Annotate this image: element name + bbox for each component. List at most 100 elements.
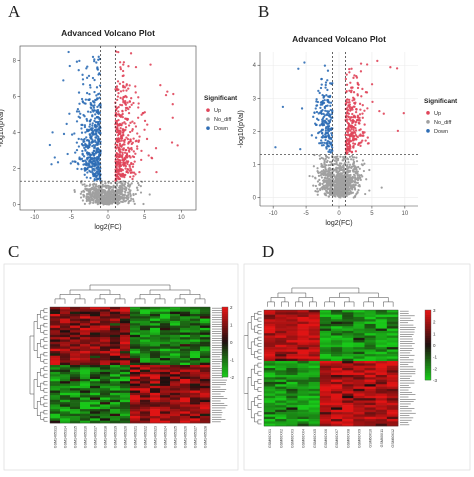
heatmap-cell	[353, 319, 365, 322]
point-no-diff	[96, 203, 99, 206]
point-up	[354, 123, 357, 127]
heatmap-cell	[353, 409, 365, 413]
point-down	[74, 151, 77, 154]
heatmap-cell	[286, 323, 298, 327]
heatmap-cell	[353, 347, 365, 350]
heatmap-cell	[70, 420, 81, 424]
heatmap-cell	[331, 358, 343, 362]
heatmap-cell	[308, 388, 321, 392]
heatmap-cell	[60, 353, 71, 357]
heatmap-cell	[308, 384, 321, 387]
heatmap-cell	[353, 368, 365, 371]
heatmap-cell	[264, 337, 276, 341]
point-no-diff	[325, 189, 328, 192]
point-no-diff	[109, 181, 113, 185]
point-down	[91, 163, 94, 166]
heatmap-cell	[342, 365, 354, 369]
heatmap-cell	[140, 367, 151, 370]
point-up	[137, 96, 140, 99]
heatmap-cell	[170, 399, 181, 403]
heatmap-cell	[275, 365, 287, 369]
point-no-diff	[343, 162, 346, 165]
heatmap-cell	[110, 351, 121, 354]
point-down	[91, 173, 95, 176]
heatmap-cell	[170, 316, 181, 319]
heatmap-cell	[364, 328, 376, 332]
color-key-label: 0	[230, 340, 233, 345]
heatmap-cell	[100, 371, 111, 375]
heatmap-cell	[297, 361, 309, 364]
point-down	[326, 142, 329, 146]
point-up	[124, 94, 127, 98]
heatmap-cell	[264, 419, 276, 422]
heatmap-cell	[364, 312, 376, 315]
point-down	[91, 76, 95, 80]
point-no-diff	[103, 189, 106, 192]
point-no-diff	[348, 165, 351, 169]
heatmap-cell	[353, 323, 365, 327]
heatmap-cell	[170, 307, 181, 310]
heatmap-cell	[90, 337, 101, 340]
point-down	[319, 111, 323, 115]
point-no-diff	[321, 173, 324, 176]
point-no-diff	[90, 186, 94, 189]
heatmap-cell	[353, 326, 365, 329]
heatmap-cell	[308, 342, 321, 346]
heatmap-cell	[353, 398, 365, 401]
color-key-segment	[425, 317, 431, 320]
heatmap-cell	[342, 335, 354, 339]
heatmap-cell	[50, 385, 61, 389]
heatmap-cell	[190, 313, 201, 317]
chart-title: Advanced Volcano Plot	[292, 34, 386, 44]
point-up	[146, 123, 149, 126]
point-down	[77, 137, 80, 141]
heatmap-cell	[150, 409, 161, 412]
point-down	[88, 83, 92, 87]
y-axis-label: -log10(pVal)	[0, 109, 5, 147]
point-no-diff	[120, 182, 123, 185]
heatmap-cell	[264, 330, 276, 334]
point-no-diff	[339, 178, 342, 182]
heatmap-cell	[264, 365, 276, 369]
color-key-segment	[222, 365, 228, 368]
heatmap-cell	[150, 402, 161, 405]
heatmap-cell	[140, 339, 151, 343]
heatmap-cell	[190, 385, 201, 389]
heatmap-cell	[120, 327, 131, 331]
heatmap-cell	[180, 337, 191, 340]
heatmap-cell	[180, 365, 191, 368]
heatmap-cell	[160, 358, 171, 361]
heatmap-cell	[100, 406, 111, 410]
heatmap-cell	[308, 372, 321, 376]
point-no-diff	[340, 186, 344, 189]
point-no-diff	[380, 186, 383, 189]
point-down	[324, 86, 327, 89]
heatmap-cell	[130, 337, 141, 340]
heatmap-cell	[264, 402, 276, 406]
heatmap-cell	[319, 361, 332, 364]
heatmap-cell	[190, 316, 201, 319]
heatmap-cell	[286, 361, 298, 364]
heatmap-cell	[160, 360, 171, 363]
point-down	[95, 174, 99, 177]
heatmap-cell	[331, 356, 343, 360]
point-up	[350, 67, 353, 70]
point-up	[347, 149, 351, 152]
point-up	[137, 116, 140, 119]
point-down	[85, 76, 89, 79]
heatmap-cell	[375, 402, 388, 406]
heatmap-cell	[130, 351, 141, 354]
heatmap-cell	[308, 323, 321, 327]
heatmap-cell	[90, 376, 101, 380]
heatmap-cell	[150, 339, 161, 343]
point-no-diff	[87, 189, 90, 193]
heatmap-cell	[170, 360, 181, 363]
heatmap-cell	[375, 344, 388, 348]
point-no-diff	[115, 193, 119, 196]
point-up	[354, 138, 358, 141]
heatmap-cell	[200, 378, 211, 382]
heatmap-cell	[50, 402, 61, 405]
point-up	[356, 86, 360, 90]
point-no-diff	[333, 183, 336, 187]
point-down	[87, 74, 91, 78]
